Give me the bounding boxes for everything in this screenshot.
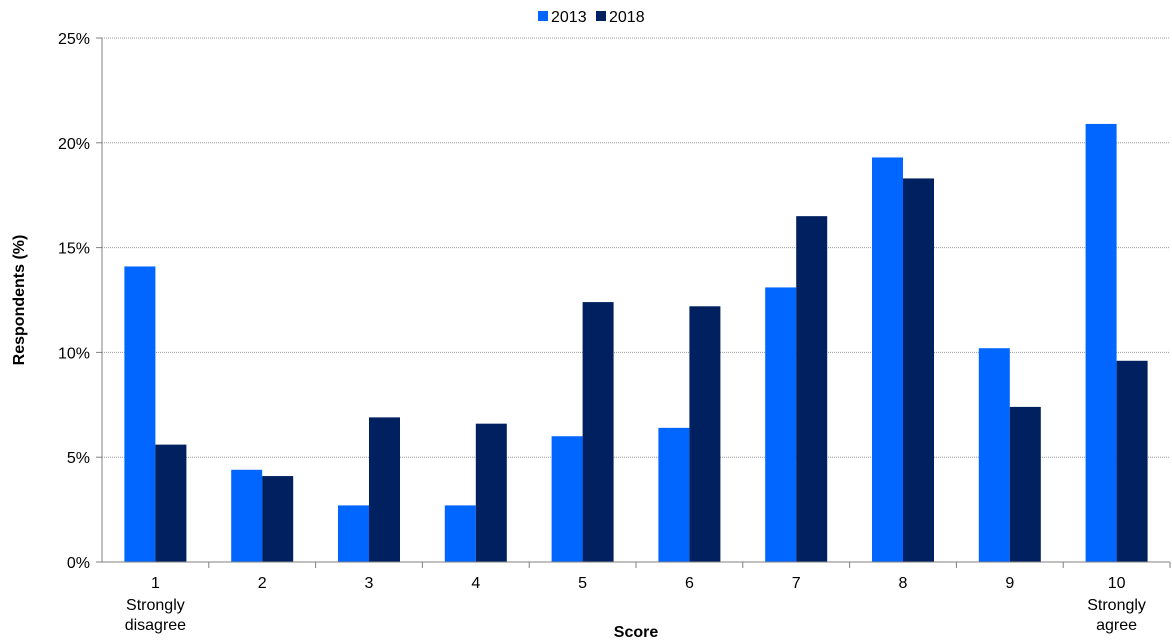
x-tick-sublabel: agree xyxy=(1096,617,1137,634)
x-tick-label: 5 xyxy=(578,575,587,592)
y-tick-labels: 0% 5% 10% 15% 20% 25% xyxy=(58,31,90,572)
bar-2013-1 xyxy=(124,266,156,562)
y-tick-label: 5% xyxy=(67,450,90,467)
x-tick-label: 1 xyxy=(151,575,160,592)
x-tick-label: 10 xyxy=(1108,575,1126,592)
bar-2018-8 xyxy=(903,178,934,562)
legend-swatch-2013 xyxy=(538,11,548,21)
bar-2013-5 xyxy=(551,436,583,562)
x-axis-title: Score xyxy=(614,624,659,641)
legend-swatch-2018 xyxy=(596,11,606,21)
axes xyxy=(101,38,1170,563)
y-tick-label: 10% xyxy=(58,345,90,362)
x-tick-labels: 1 Strongly disagree 2 3 4 5 6 7 8 9 10 Strongly agree xyxy=(125,575,1146,634)
bar-2018-3 xyxy=(369,417,400,562)
x-tick-sublabel: Strongly xyxy=(1087,597,1146,614)
x-tick-label: 3 xyxy=(365,575,374,592)
y-tick-label: 20% xyxy=(58,136,90,153)
y-tick-label: 0% xyxy=(67,555,90,572)
bar-2013-10 xyxy=(1085,123,1117,562)
x-tick-label: 6 xyxy=(685,575,694,592)
bar-2018-7 xyxy=(796,216,828,562)
bar-2018-9 xyxy=(1009,406,1041,562)
bar-2018-5 xyxy=(582,302,614,562)
x-tick-sublabel: Strongly xyxy=(126,597,185,614)
x-tick-label: 8 xyxy=(899,575,908,592)
x-tick-label: 9 xyxy=(1005,575,1014,592)
bar-2013-3 xyxy=(338,505,369,562)
legend-label-2013: 2013 xyxy=(551,9,587,26)
bar-2018-6 xyxy=(689,306,721,562)
bar-2013-2 xyxy=(231,469,263,562)
bar-2018-10 xyxy=(1116,360,1148,562)
x-tick-sublabel: disagree xyxy=(125,617,186,634)
bar-2018-4 xyxy=(475,423,507,562)
y-axis-title: Respondents (%) xyxy=(11,235,28,366)
x-tick-label: 4 xyxy=(471,575,480,592)
bars xyxy=(124,123,1148,563)
y-tick-label: 25% xyxy=(58,31,90,48)
legend-label-2018: 2018 xyxy=(609,9,645,26)
x-tick-label: 2 xyxy=(258,575,267,592)
y-tick-label: 15% xyxy=(58,241,90,258)
bar-2018-2 xyxy=(262,476,294,562)
bar-2013-8 xyxy=(872,157,903,563)
bar-2013-7 xyxy=(765,287,797,562)
x-tick-label: 7 xyxy=(792,575,801,592)
bar-2018-1 xyxy=(155,444,187,562)
legend: 2013 2018 xyxy=(538,9,645,26)
bar-2013-6 xyxy=(658,427,690,562)
bar-2013-9 xyxy=(978,348,1010,562)
bar-2013-4 xyxy=(444,505,476,562)
